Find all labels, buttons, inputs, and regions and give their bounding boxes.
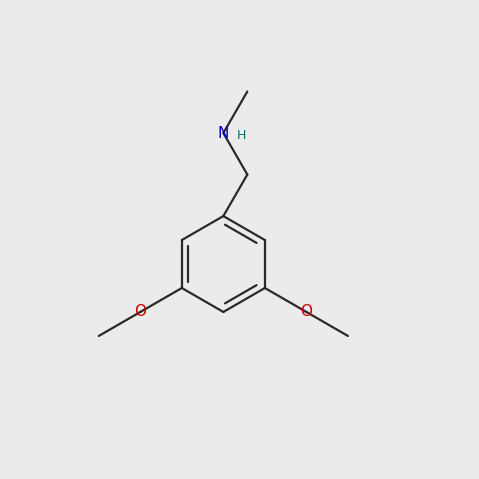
Text: N: N	[217, 125, 229, 140]
Text: H: H	[236, 129, 246, 142]
Text: O: O	[300, 305, 312, 319]
Text: O: O	[134, 305, 146, 319]
